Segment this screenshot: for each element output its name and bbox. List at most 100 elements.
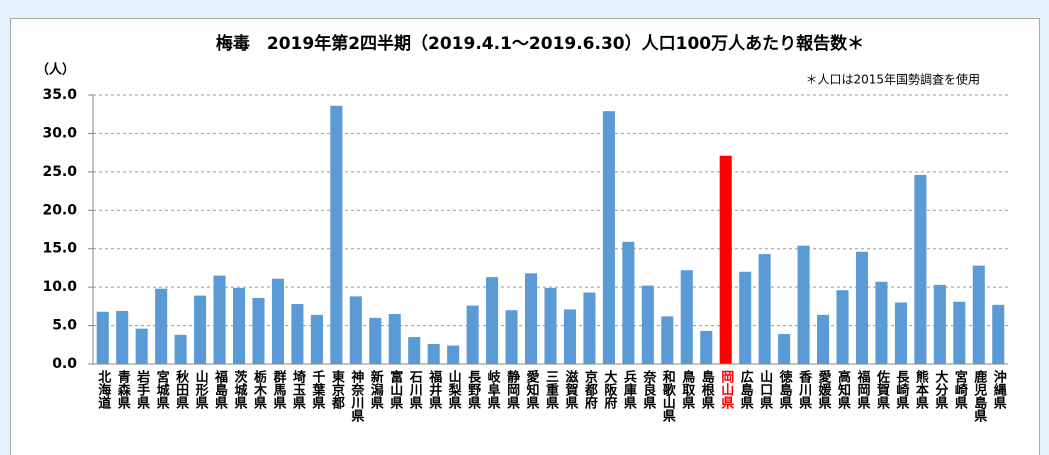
x-tick-label: 栃木県 <box>251 369 268 410</box>
bar <box>817 314 830 364</box>
x-tick-label: 神奈川県 <box>348 369 365 423</box>
bar <box>661 316 674 364</box>
x-tick-label: 熊本県 <box>913 369 929 410</box>
x-tick-label: 島根県 <box>699 369 715 410</box>
chart-title: 梅毒 2019年第2四半期（2019.4.1～2019.6.30）人口100万人… <box>216 33 864 54</box>
bar <box>524 273 538 364</box>
x-tick-label: 北海道 <box>95 370 111 410</box>
bar <box>427 344 440 364</box>
x-tick-label: 沖縄県 <box>991 369 1007 410</box>
bar <box>622 241 635 364</box>
bar <box>388 314 401 364</box>
bar <box>447 345 460 364</box>
bar <box>369 317 382 364</box>
y-tick-label: 25.0 <box>42 164 77 180</box>
x-tick-label: 愛知県 <box>524 369 540 410</box>
bar <box>310 314 323 364</box>
bar <box>330 105 343 364</box>
bar <box>894 302 907 364</box>
bar <box>252 297 265 364</box>
x-tick-label: 広島県 <box>738 369 754 410</box>
bar <box>544 287 557 364</box>
bar <box>174 334 187 364</box>
x-tick-label: 三重県 <box>543 370 559 410</box>
bar <box>232 287 246 364</box>
bar <box>466 305 479 364</box>
x-tick-label: 石川県 <box>407 370 424 410</box>
x-tick-label: 福島県 <box>212 369 229 410</box>
x-tick-label: 京都府 <box>582 369 599 410</box>
bar <box>797 245 810 364</box>
bar <box>758 254 771 364</box>
x-tick-label: 山形県 <box>193 369 209 410</box>
bar <box>583 292 596 364</box>
bar <box>933 284 946 364</box>
x-tick-label: 新潟県 <box>368 369 384 410</box>
y-tick-label: 5.0 <box>52 318 77 334</box>
x-tick-label: 岡山県 <box>718 370 734 410</box>
bar <box>563 309 577 364</box>
bar <box>155 288 168 364</box>
x-tick-label: 埼玉県 <box>290 369 306 410</box>
bar <box>914 174 927 364</box>
bar <box>739 271 752 364</box>
x-tick-label: 静岡県 <box>504 369 520 410</box>
x-tick-label: 福岡県 <box>854 369 871 410</box>
x-tick-label: 秋田県 <box>173 369 189 410</box>
bar <box>116 310 129 364</box>
x-tick-label: 宮城県 <box>154 369 170 410</box>
bar <box>96 311 109 364</box>
bar <box>486 277 499 364</box>
bar <box>700 330 713 364</box>
bar <box>641 285 654 364</box>
bar <box>349 296 362 364</box>
note: ＊人口は2015年国勢調査を使用 <box>805 72 980 87</box>
bar <box>408 337 421 364</box>
x-tick-label: 大阪府 <box>601 369 617 410</box>
y-tick-label: 10.0 <box>42 279 77 295</box>
bar <box>291 304 304 364</box>
bar <box>602 111 615 364</box>
bar <box>194 295 207 364</box>
bar <box>505 310 518 364</box>
x-tick-label: 香川県 <box>796 369 813 410</box>
x-tick-label: 佐賀県 <box>874 369 891 410</box>
x-tick-label: 茨城県 <box>232 369 248 410</box>
bar <box>953 301 966 364</box>
y-axis-label: （人） <box>36 62 75 78</box>
x-tick-label: 長崎県 <box>893 370 909 410</box>
x-tick-label: 兵庫県 <box>621 369 637 410</box>
x-tick-label: 宮崎県 <box>952 369 968 410</box>
x-tick-label: 滋賀県 <box>562 369 579 410</box>
x-tick-label: 東京都 <box>329 369 346 410</box>
x-tick-label: 徳島県 <box>777 369 794 410</box>
bar <box>855 251 869 364</box>
x-tick-label: 鹿児島県 <box>971 369 988 423</box>
y-tick-label: 15.0 <box>42 241 77 257</box>
x-tick-label: 和歌山県 <box>660 369 676 423</box>
y-tick-label: 35.0 <box>42 87 77 103</box>
bar <box>213 275 226 364</box>
bar <box>972 265 985 364</box>
bar <box>992 304 1005 364</box>
y-tick-label: 20.0 <box>42 202 77 218</box>
x-tick-label: 高知県 <box>835 369 851 410</box>
bar <box>875 281 888 364</box>
bar <box>271 278 284 364</box>
x-tick-label: 岩手県 <box>134 369 151 410</box>
y-tick-label: 0.0 <box>52 356 77 372</box>
x-tick-label: 富山県 <box>387 369 403 410</box>
x-tick-label: 山口県 <box>757 369 773 410</box>
bar <box>778 334 791 364</box>
x-tick-label: 鳥取県 <box>679 369 695 410</box>
x-tick-label: 大分県 <box>932 369 948 410</box>
x-tick-label: 群馬県 <box>270 369 286 410</box>
x-tick-label: 千葉県 <box>309 369 326 410</box>
x-tick-label: 岐阜県 <box>485 369 501 410</box>
x-tick-label: 青森県 <box>115 369 130 410</box>
chart-panel <box>10 18 1040 455</box>
bar <box>719 155 732 364</box>
x-tick-label: 福井県 <box>426 369 443 410</box>
x-tick-label: 山梨県 <box>446 369 463 410</box>
